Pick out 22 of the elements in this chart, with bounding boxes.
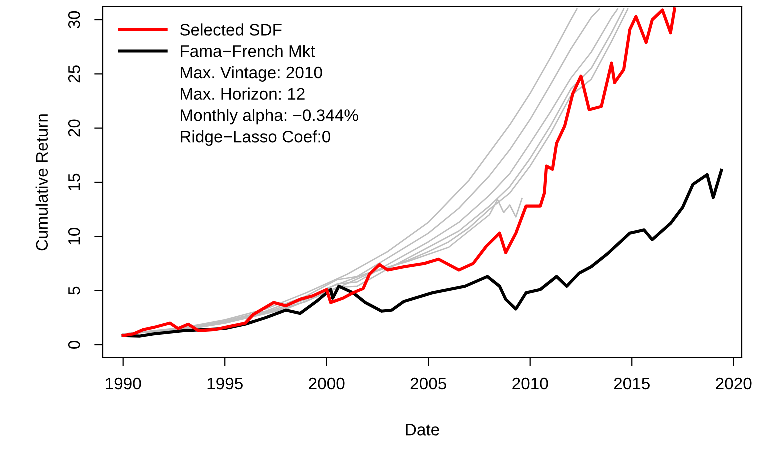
x-tick-label: 2005 [410,378,446,390]
y-tick-label: 30 [68,11,80,29]
y-axis-title: Cumulative Return [36,114,48,251]
y-tick-label: 25 [68,66,80,83]
x-axis-title: Date [406,424,440,436]
x-tick-label: 2015 [614,378,650,390]
annotation: Ridge−Lasso Coef:0 [181,130,331,146]
x-tick-label: 2020 [716,378,752,390]
annotation: Max. Horizon: 12 [181,88,305,100]
legend-label: Fama−French Mkt [181,45,316,58]
y-tick-label: 0 [68,341,80,349]
y-tick-label: 5 [68,286,80,295]
annotation: Monthly alpha: −0.344% [181,109,358,125]
x-tick-label: 2010 [512,378,548,390]
annotation: Max. Vintage: 2010 [181,66,322,82]
x-tick-label: 1990 [106,378,142,390]
x-tick-label: 2000 [309,378,345,390]
y-tick-label: 10 [68,228,80,245]
x-tick-label: 1995 [208,378,243,390]
legend-label: Selected SDF [180,24,282,36]
y-tick-label: 20 [68,120,80,137]
y-tick-label: 15 [68,174,80,190]
